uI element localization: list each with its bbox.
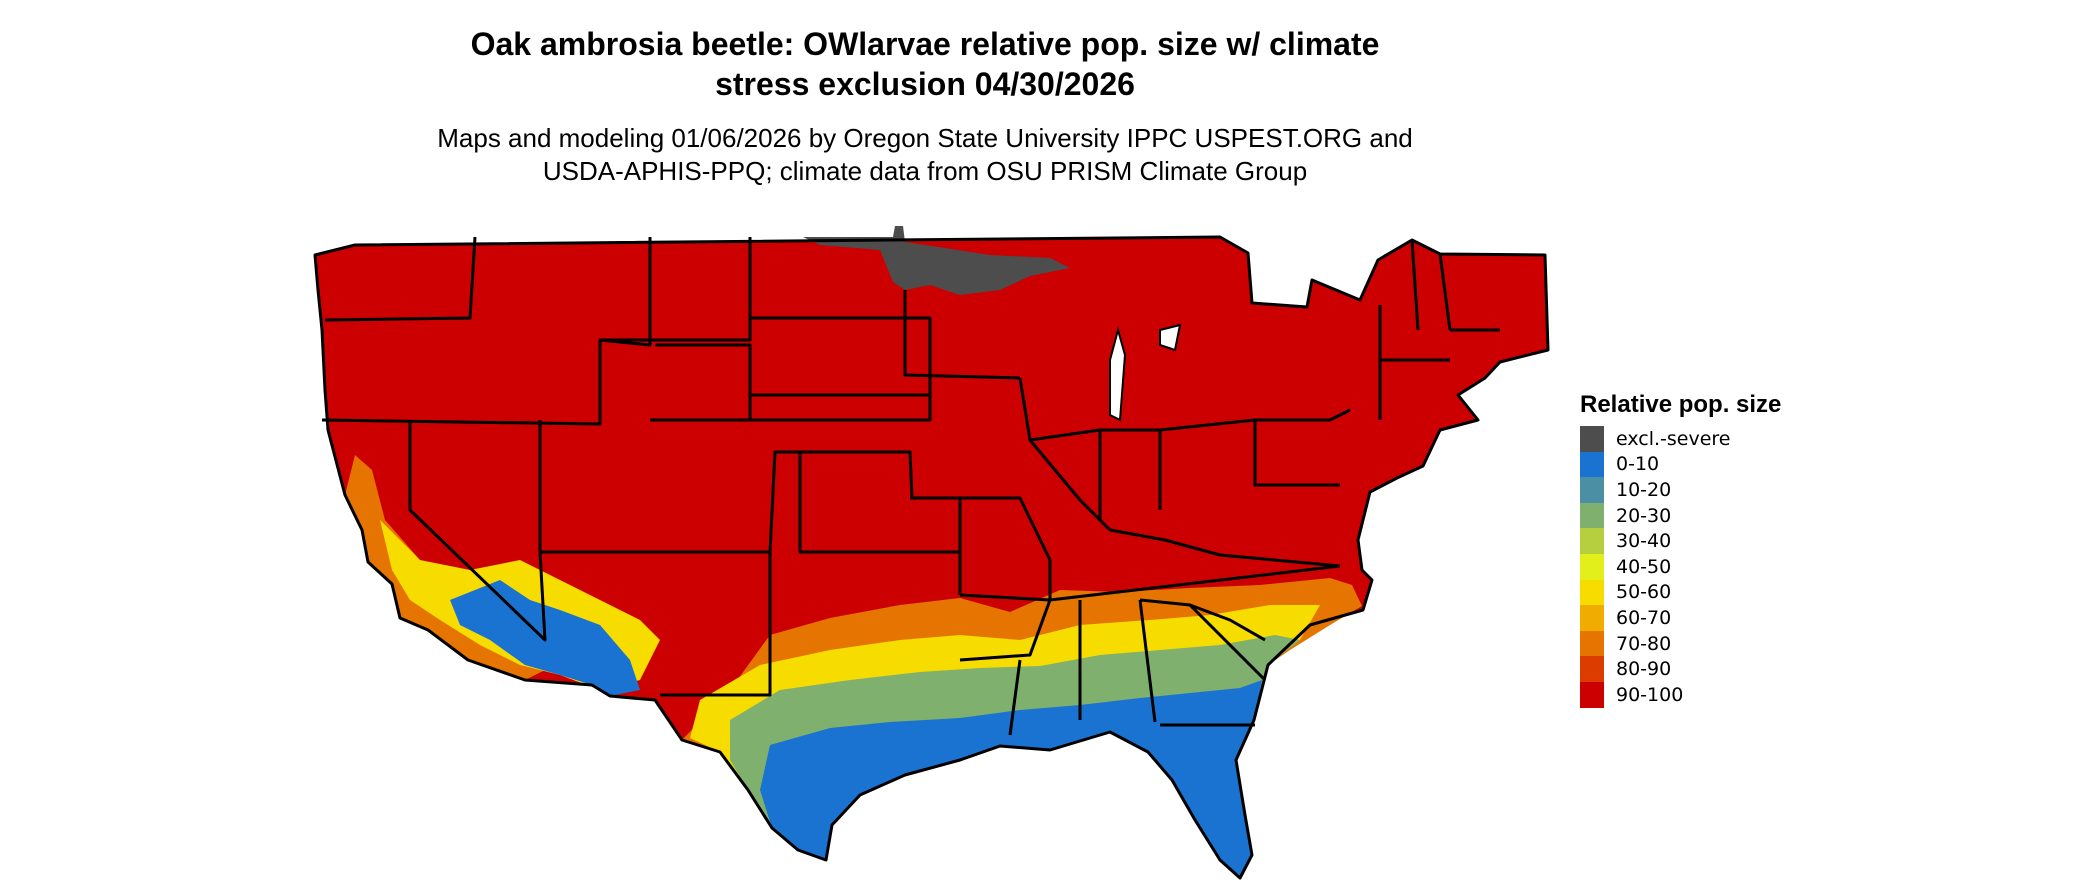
legend-item: 40-50 — [1580, 553, 1781, 580]
legend-swatch — [1580, 502, 1604, 529]
legend-item: 0-10 — [1580, 451, 1781, 478]
legend-label: 90-100 — [1616, 683, 1684, 706]
legend-item: 50-60 — [1580, 579, 1781, 606]
legend-label: 30-40 — [1616, 530, 1672, 553]
legend-swatch — [1580, 477, 1604, 503]
legend-swatch — [1580, 579, 1604, 606]
legend-swatch — [1580, 528, 1604, 554]
legend-item: 70-80 — [1580, 630, 1781, 657]
legend-item: 60-70 — [1580, 605, 1781, 631]
legend-item: 90-100 — [1580, 681, 1781, 708]
legend-label: 0-10 — [1616, 453, 1660, 476]
legend-item: 30-40 — [1580, 528, 1781, 554]
legend-rows: excl.-severe 0-10 10-20 20-30 30-40 40-50 50-6… — [1580, 426, 1781, 708]
map-title-line1: Oak ambrosia beetle: OWlarvae relative p… — [470, 26, 1380, 62]
zone-0-10-gulf — [760, 680, 1262, 878]
zone-20-30 — [730, 635, 1300, 878]
legend-label: 40-50 — [1616, 555, 1672, 578]
map-subtitle-line2: USDA-APHIS-PPQ; climate data from OSU PR… — [542, 156, 1308, 186]
legend-label: 80-90 — [1616, 658, 1672, 681]
legend-label: 70-80 — [1616, 632, 1672, 655]
legend-item: 10-20 — [1580, 477, 1781, 503]
legend-item: 80-90 — [1580, 656, 1781, 682]
legend-label: 50-60 — [1616, 581, 1672, 604]
map-subtitle-line1: Maps and modeling 01/06/2026 by Oregon S… — [437, 123, 1413, 153]
map-title-line2: stress exclusion 04/30/2026 — [715, 66, 1135, 102]
legend-swatch — [1580, 426, 1604, 452]
legend-swatch — [1580, 630, 1604, 657]
state-boundaries — [313, 235, 1550, 880]
legend-swatch — [1580, 451, 1604, 478]
great-lakes — [1109, 323, 1182, 422]
legend-label: excl.-severe — [1616, 427, 1731, 450]
legend: Relative pop. size excl.-severe 0-10 10-20… — [1580, 390, 1781, 708]
legend-swatch — [1580, 605, 1604, 631]
legend-label: 60-70 — [1616, 606, 1672, 629]
legend-item: 20-30 — [1580, 502, 1781, 529]
legend-label: 10-20 — [1616, 478, 1672, 501]
zone-excluded-minnesota — [803, 226, 1070, 295]
legend-swatch — [1580, 656, 1604, 682]
legend-item: excl.-severe — [1580, 426, 1781, 452]
legend-swatch — [1580, 681, 1604, 708]
legend-label: 20-30 — [1616, 504, 1672, 527]
map-title: Oak ambrosia beetle: OWlarvae relative p… — [300, 24, 1550, 104]
map-subtitle: Maps and modeling 01/06/2026 by Oregon S… — [300, 122, 1550, 188]
us-map — [313, 226, 1550, 880]
legend-title: Relative pop. size — [1580, 391, 1782, 418]
legend-swatch — [1580, 553, 1604, 580]
